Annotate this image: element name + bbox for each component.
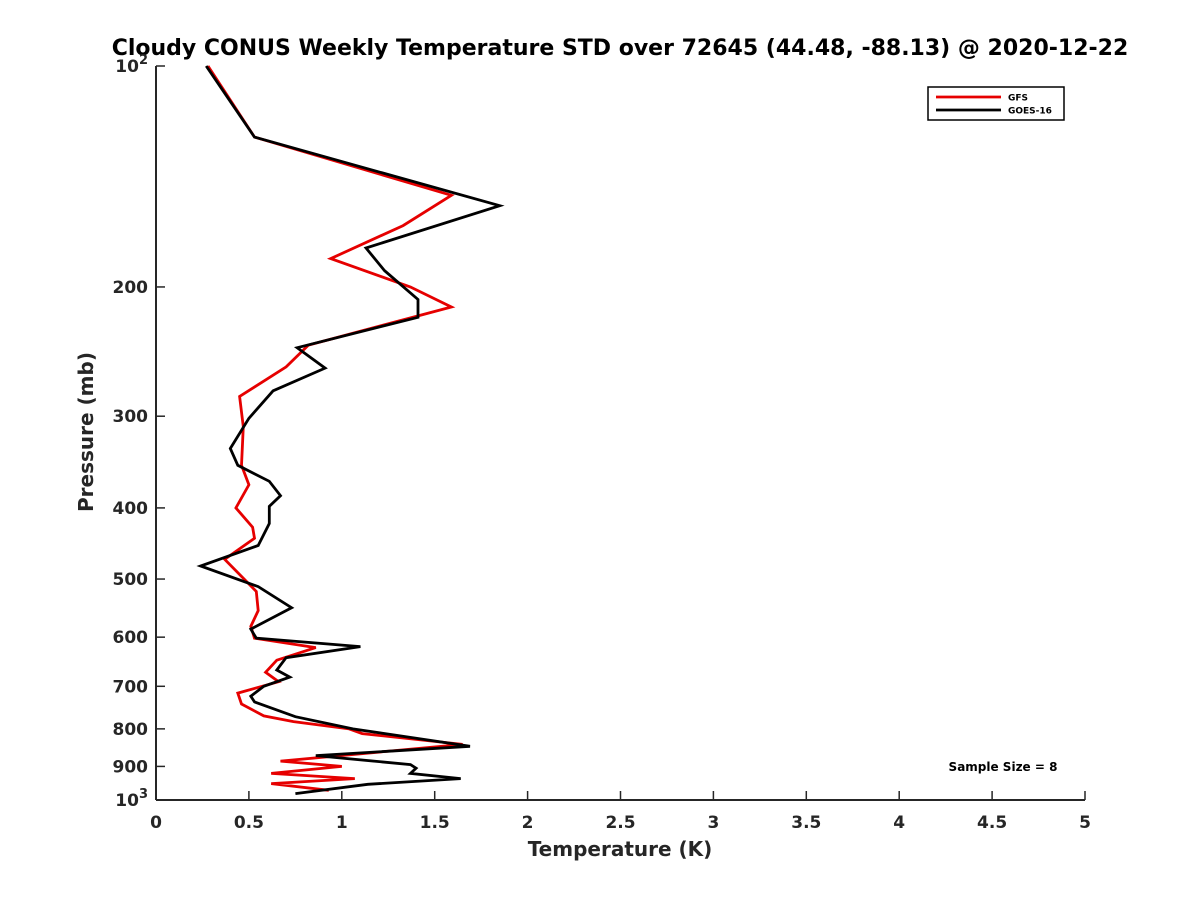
x-tick-label: 2 <box>522 813 534 833</box>
legend-box <box>927 86 1065 121</box>
x-tick-label: 4.5 <box>977 813 1007 833</box>
y-tick-label: 400 <box>113 499 149 519</box>
chart-title: Cloudy CONUS Weekly Temperature STD over… <box>112 36 1129 61</box>
plot-background <box>156 66 1085 800</box>
x-axis-label: Temperature (K) <box>528 837 713 861</box>
x-tick-label: 0.5 <box>234 813 264 833</box>
y-tick-label: 800 <box>113 720 149 740</box>
x-tick-label: 1.5 <box>420 813 450 833</box>
y-tick-label: 200 <box>113 278 149 298</box>
axes: 0 0.5 1 1.5 2 2.5 3 3.5 4 4.5 5 102 200 300 400 500 600 7… <box>113 53 1091 833</box>
series-line-goes-16 <box>196 65 505 795</box>
plot-area <box>156 66 1085 800</box>
x-tick-label: 3.5 <box>791 813 821 833</box>
y-tick-label: 700 <box>113 677 149 697</box>
y-tick-label: 600 <box>113 628 149 648</box>
x-tick-label: 5 <box>1079 813 1091 833</box>
legend-label: GFS <box>1008 94 1028 104</box>
y-tick-label: 102 <box>115 53 148 77</box>
x-tick-label: 4 <box>893 813 905 833</box>
y-tick-label: 103 <box>115 787 148 811</box>
y-tick-label: 500 <box>113 570 149 590</box>
x-tick-label: 2.5 <box>605 813 635 833</box>
x-tick-label: 1 <box>336 813 348 833</box>
y-tick-label: 300 <box>113 407 149 427</box>
x-tick-label: 0 <box>150 813 162 833</box>
y-axis-label: Pressure (mb) <box>74 352 98 512</box>
series-layer <box>196 65 505 795</box>
legend: GFS GOES-16 <box>927 86 1065 121</box>
x-tick-label: 3 <box>707 813 719 833</box>
y-tick-label: 900 <box>113 757 149 777</box>
sample-size-annotation: Sample Size = 8 <box>949 760 1058 774</box>
legend-label: GOES-16 <box>1008 107 1052 117</box>
